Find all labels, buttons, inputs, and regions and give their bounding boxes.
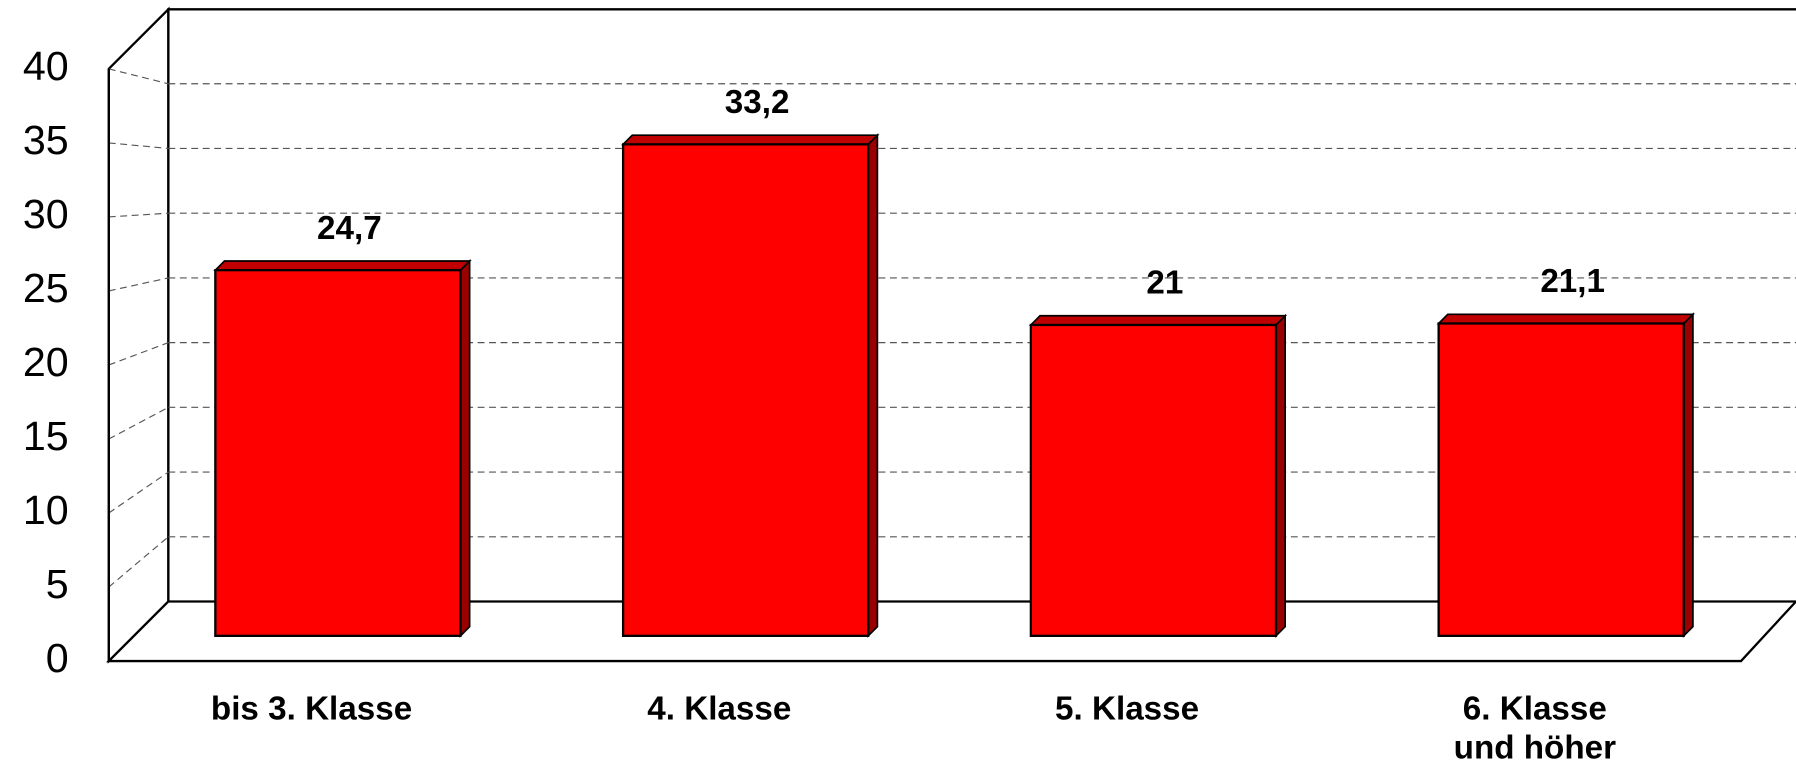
x-tick-label-box: 4. Klasse [647, 690, 792, 728]
y-tick-label: 15 [23, 413, 69, 459]
value-label: 33,2 [725, 84, 790, 121]
bar-top [213, 260, 472, 272]
floor [106, 600, 1796, 663]
x-tick-label: bis 3. Klasse [210, 690, 413, 728]
back-wall [167, 8, 1796, 602]
grid-diagonal [108, 212, 169, 218]
value-label: 21 [1146, 265, 1183, 302]
y-tick-label: 20 [23, 339, 69, 385]
grid-diagonal [108, 142, 169, 150]
grid-diagonal [108, 536, 169, 588]
y-tick-label: 35 [23, 117, 69, 163]
y-tick-label: 25 [23, 265, 69, 311]
grid-diagonal [108, 68, 169, 85]
grid-diagonal [108, 471, 169, 514]
grid-diagonal [108, 277, 169, 292]
x-tick-label-box: bis 3. Klasse [210, 690, 413, 728]
bar [621, 143, 870, 637]
bar-side [1682, 312, 1694, 638]
x-tick-label: 6. Klasse und höher [1453, 690, 1617, 767]
y-tick-label: 40 [23, 43, 69, 89]
x-tick-label: 5. Klasse [1055, 690, 1200, 728]
y-tick-label: 30 [23, 191, 69, 237]
bar [1029, 323, 1278, 637]
bar [1437, 322, 1685, 637]
x-tick-label-box: 5. Klasse [1055, 690, 1200, 728]
bar-top [1436, 313, 1695, 325]
bar-top [1028, 314, 1288, 326]
value-label: 24,7 [317, 210, 382, 247]
y-tick-label: 5 [46, 561, 69, 607]
bar [214, 269, 462, 637]
x-tick-label-box: 6. Klasse und höher [1453, 690, 1617, 767]
x-tick-label: 4. Klasse [647, 690, 792, 728]
y-tick-label: 10 [23, 487, 69, 533]
bar-side [1275, 313, 1287, 638]
left-wall [107, 6, 170, 664]
value-label: 21,1 [1540, 263, 1605, 300]
y-tick-label: 0 [46, 635, 69, 681]
bar-side [867, 133, 879, 638]
bar-top [621, 134, 880, 146]
bar-side [459, 258, 471, 638]
